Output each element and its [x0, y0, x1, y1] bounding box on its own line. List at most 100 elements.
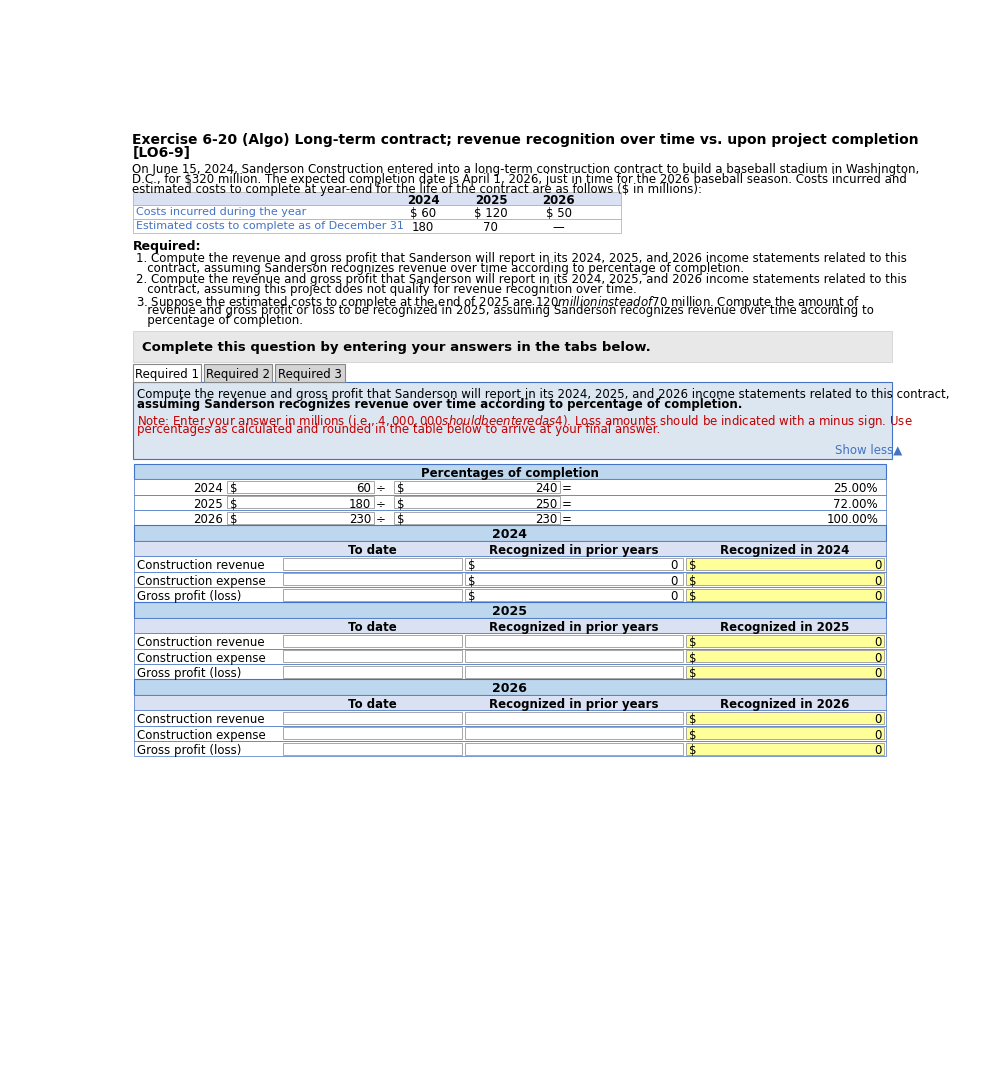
Text: 240: 240: [535, 483, 557, 496]
Text: 0: 0: [874, 729, 881, 742]
Bar: [393, 496, 560, 509]
Bar: [686, 557, 884, 570]
Text: $: $: [689, 744, 697, 757]
Bar: [134, 541, 886, 556]
Text: Percentages of completion: Percentages of completion: [421, 467, 599, 480]
Text: $: $: [468, 575, 476, 588]
Bar: [228, 512, 374, 524]
Text: ÷: ÷: [375, 513, 385, 526]
Bar: [228, 496, 374, 509]
Text: $: $: [231, 483, 238, 496]
Bar: [282, 557, 462, 570]
Text: Complete this question by entering your answers in the tabs below.: Complete this question by entering your …: [142, 340, 651, 353]
Text: 230: 230: [349, 513, 371, 526]
Text: $: $: [689, 713, 697, 726]
Text: 1. Compute the revenue and gross profit that Sanderson will report in its 2024, : 1. Compute the revenue and gross profit …: [136, 252, 906, 265]
Bar: [282, 727, 462, 740]
Text: Note: Enter your answer in millions (i.e., $4,000,000 should be entered as $4). : Note: Enter your answer in millions (i.e…: [137, 413, 913, 430]
Bar: [282, 712, 462, 724]
Text: Costs incurred during the year: Costs incurred during the year: [136, 207, 305, 217]
Text: $: $: [397, 498, 404, 511]
Bar: [686, 635, 884, 647]
Text: 250: 250: [535, 498, 557, 511]
Text: $: $: [689, 729, 697, 742]
Text: 2024: 2024: [407, 194, 439, 207]
Text: 0: 0: [671, 575, 678, 588]
Bar: [686, 743, 884, 755]
Bar: [134, 463, 886, 480]
Text: 0: 0: [671, 559, 678, 572]
Bar: [134, 603, 886, 618]
Bar: [282, 573, 462, 585]
Bar: [686, 589, 884, 600]
Text: Recognized in 2024: Recognized in 2024: [721, 544, 849, 557]
Text: Construction expense: Construction expense: [137, 575, 265, 588]
Bar: [686, 573, 884, 585]
Bar: [133, 364, 201, 382]
Text: 0: 0: [874, 559, 881, 572]
Text: 2024: 2024: [193, 483, 223, 496]
Bar: [686, 712, 884, 724]
Text: Recognized in 2026: Recognized in 2026: [721, 698, 849, 711]
Bar: [134, 556, 886, 571]
Text: —: —: [553, 221, 565, 234]
Text: estimated costs to complete at year-end for the life of the contract are as foll: estimated costs to complete at year-end …: [133, 183, 703, 195]
Text: ÷: ÷: [375, 483, 385, 496]
Text: Estimated costs to complete as of December 31: Estimated costs to complete as of Decemb…: [136, 221, 403, 231]
Bar: [282, 743, 462, 755]
Bar: [134, 664, 886, 679]
Text: 0: 0: [874, 590, 881, 603]
Text: $: $: [689, 590, 697, 603]
Text: $: $: [397, 483, 404, 496]
Bar: [282, 665, 462, 678]
Text: $: $: [689, 651, 697, 664]
Bar: [133, 192, 621, 205]
Text: Recognized in prior years: Recognized in prior years: [489, 544, 659, 557]
Text: Construction revenue: Construction revenue: [137, 636, 264, 649]
Bar: [282, 650, 462, 662]
Text: 100.00%: 100.00%: [826, 513, 878, 526]
Bar: [133, 205, 621, 219]
Bar: [134, 495, 886, 510]
Text: 60: 60: [356, 483, 371, 496]
Text: $: $: [689, 636, 697, 649]
Bar: [393, 512, 560, 524]
Text: 180: 180: [349, 498, 371, 511]
Text: Compute the revenue and gross profit that Sanderson will report in its 2024, 202: Compute the revenue and gross profit tha…: [137, 389, 950, 402]
Bar: [686, 650, 884, 662]
Text: assuming Sanderson recognizes revenue over time according to percentage of compl: assuming Sanderson recognizes revenue ov…: [137, 399, 743, 411]
Text: [LO6-9]: [LO6-9]: [133, 146, 191, 160]
Bar: [282, 589, 462, 600]
Text: 25.00%: 25.00%: [833, 483, 878, 496]
Text: $: $: [231, 513, 238, 526]
Text: percentage of completion.: percentage of completion.: [136, 313, 302, 326]
Text: To date: To date: [348, 698, 397, 711]
Text: Required 1: Required 1: [135, 368, 199, 381]
Text: Show less▲: Show less▲: [834, 444, 902, 457]
Text: revenue and gross profit or loss to be recognized in 2025, assuming Sanderson re: revenue and gross profit or loss to be r…: [136, 303, 873, 316]
Text: $: $: [689, 667, 697, 680]
Text: =: =: [562, 483, 572, 496]
Text: To date: To date: [348, 544, 397, 557]
Bar: [134, 633, 886, 649]
Text: Gross profit (loss): Gross profit (loss): [137, 744, 242, 757]
Text: 2025: 2025: [492, 606, 527, 619]
Text: Recognized in prior years: Recognized in prior years: [489, 621, 659, 634]
Bar: [465, 557, 683, 570]
Text: 0: 0: [874, 651, 881, 664]
Bar: [134, 726, 886, 741]
Text: 2025: 2025: [475, 194, 507, 207]
Bar: [204, 364, 272, 382]
Text: 2. Compute the revenue and gross profit that Sanderson will report in its 2024, : 2. Compute the revenue and gross profit …: [136, 273, 906, 286]
Text: percentages as calculated and rounded in the table below to arrive at your final: percentages as calculated and rounded in…: [137, 423, 661, 436]
Bar: [134, 711, 886, 726]
Text: $: $: [468, 590, 476, 603]
Text: Exercise 6-20 (Algo) Long-term contract; revenue recognition over time vs. upon : Exercise 6-20 (Algo) Long-term contract;…: [133, 134, 919, 148]
Text: Construction expense: Construction expense: [137, 729, 265, 742]
Text: 2026: 2026: [492, 683, 527, 696]
Text: contract, assuming Sanderson recognizes revenue over time according to percentag: contract, assuming Sanderson recognizes …: [136, 262, 744, 275]
Bar: [134, 510, 886, 525]
Text: 3. Suppose the estimated costs to complete at the end of 2025 are $120 million i: 3. Suppose the estimated costs to comple…: [136, 294, 859, 311]
Text: 0: 0: [874, 667, 881, 680]
Bar: [465, 727, 683, 740]
